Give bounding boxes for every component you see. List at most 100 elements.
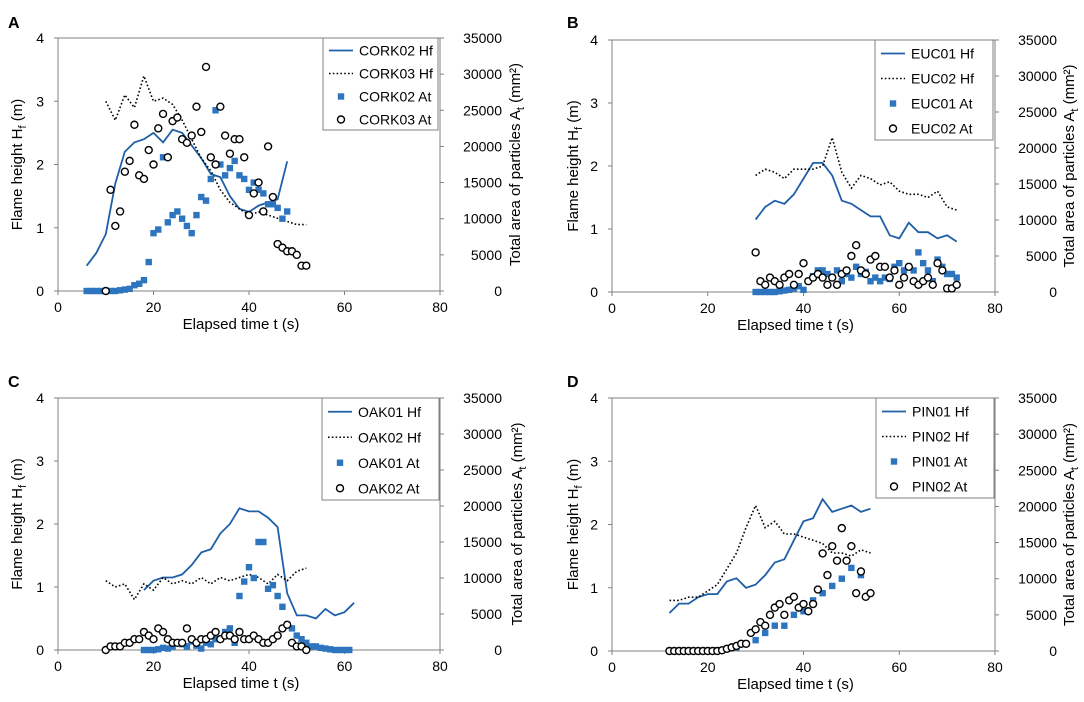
data-point-square bbox=[207, 641, 214, 648]
y-left-tick-label: 4 bbox=[36, 390, 44, 406]
data-point-circle bbox=[106, 185, 115, 195]
data-point-circle bbox=[244, 210, 254, 220]
data-point-square bbox=[140, 646, 148, 654]
legend-box bbox=[322, 37, 439, 131]
data-point-square bbox=[331, 646, 339, 654]
data-point-square bbox=[145, 646, 152, 654]
data-point-circle bbox=[192, 102, 201, 111]
data-point-circle bbox=[871, 251, 880, 261]
data-point-circle bbox=[125, 156, 134, 166]
legend-label: PIN01 At bbox=[912, 454, 967, 470]
y-right-tick-label: 5000 bbox=[471, 247, 502, 263]
legend-swatch-square bbox=[890, 458, 898, 465]
data-point-square bbox=[155, 646, 162, 653]
x-tick-label: 60 bbox=[891, 659, 907, 675]
data-point-circle bbox=[808, 599, 818, 609]
data-point-square bbox=[312, 643, 320, 650]
data-point-circle bbox=[818, 549, 827, 558]
y-left-tick-label: 2 bbox=[590, 158, 598, 174]
data-point-square bbox=[155, 226, 162, 233]
data-point-circle bbox=[292, 250, 301, 260]
series-euc02-hf bbox=[755, 134, 957, 211]
data-point-circle bbox=[283, 620, 292, 629]
legend-swatch-circle bbox=[335, 484, 345, 493]
series-euc01-at bbox=[752, 249, 960, 296]
data-point-square bbox=[264, 201, 272, 208]
legend-label: CORK03 Hf bbox=[359, 66, 433, 82]
data-point-circle bbox=[818, 273, 827, 282]
data-point-square bbox=[781, 622, 788, 629]
data-point-circle bbox=[799, 259, 808, 268]
series-cork03-hf bbox=[105, 73, 307, 226]
data-point-square bbox=[829, 582, 836, 590]
y-left-tick-label: 3 bbox=[36, 453, 44, 469]
data-point-square bbox=[97, 287, 105, 295]
data-point-square bbox=[198, 193, 205, 201]
x-axis-label: Elapsed time t (s) bbox=[183, 675, 300, 692]
data-point-circle bbox=[235, 134, 244, 144]
series-pin02-at bbox=[665, 523, 875, 656]
panel-c: C0 20 40 60 80012340500010000150002000025000… bbox=[8, 374, 529, 692]
legend-label: OAK02 At bbox=[358, 480, 420, 496]
data-point-square bbox=[896, 260, 903, 267]
y-left-tick-label: 1 bbox=[590, 580, 598, 596]
data-point-circle bbox=[268, 192, 278, 202]
data-point-square bbox=[838, 575, 845, 582]
y-right-tick-label: 5000 bbox=[1026, 248, 1057, 264]
legend-label: OAK01 At bbox=[358, 455, 420, 471]
data-point-circle bbox=[856, 567, 866, 576]
data-point-circle bbox=[216, 102, 225, 111]
series-pin01-hf bbox=[668, 497, 871, 614]
data-point-square bbox=[279, 603, 286, 610]
x-tick-label: 80 bbox=[432, 299, 448, 315]
data-point-square bbox=[800, 286, 807, 294]
data-point-square bbox=[264, 585, 272, 592]
data-point-circle bbox=[780, 610, 789, 620]
series-line bbox=[85, 128, 289, 267]
data-point-square bbox=[121, 286, 129, 293]
legend-label: EUC01 At bbox=[911, 96, 973, 112]
data-point-circle bbox=[923, 273, 933, 282]
y-left-axis-label: Flame height Hf (m) bbox=[565, 459, 585, 590]
series-oak02-hf bbox=[105, 567, 307, 602]
data-point-square bbox=[771, 622, 778, 629]
data-point-square bbox=[766, 288, 774, 296]
data-point-circle bbox=[952, 280, 961, 289]
data-point-circle bbox=[842, 266, 851, 275]
data-point-circle bbox=[115, 207, 125, 216]
y-right-tick-label: 20000 bbox=[1018, 498, 1057, 514]
legend-label: CORK02 At bbox=[359, 89, 431, 105]
y-right-tick-label: 15000 bbox=[463, 175, 502, 191]
x-tick-label: 40 bbox=[241, 658, 257, 674]
y-right-tick-label: 30000 bbox=[463, 426, 502, 442]
y-right-axis-label: Total area of particles At (mm²) bbox=[507, 63, 527, 266]
series-line bbox=[754, 161, 958, 243]
x-tick-label: 20 bbox=[700, 659, 716, 675]
series-line bbox=[668, 497, 871, 614]
series-euc02-at bbox=[751, 240, 961, 293]
series-line bbox=[669, 503, 871, 602]
data-point-circle bbox=[273, 631, 282, 640]
data-point-circle bbox=[235, 627, 244, 637]
data-point-square bbox=[910, 267, 917, 274]
y-left-tick-label: 0 bbox=[36, 642, 44, 658]
data-point-square bbox=[202, 197, 210, 204]
y-right-tick-label: 35000 bbox=[1018, 32, 1057, 48]
data-point-square bbox=[83, 287, 90, 295]
y-right-tick-label: 0 bbox=[1049, 284, 1057, 300]
legend-box bbox=[875, 397, 995, 499]
data-point-circle bbox=[823, 570, 832, 580]
legend-swatch-circle bbox=[336, 115, 346, 124]
data-point-square bbox=[226, 625, 234, 632]
data-point-square bbox=[250, 574, 257, 582]
y-left-tick-label: 0 bbox=[590, 643, 598, 659]
data-point-circle bbox=[302, 645, 311, 655]
y-right-tick-label: 30000 bbox=[1018, 68, 1057, 84]
data-point-square bbox=[274, 592, 281, 600]
data-point-circle bbox=[177, 638, 187, 647]
data-point-square bbox=[93, 287, 100, 295]
data-point-square bbox=[221, 172, 229, 179]
data-point-circle bbox=[885, 273, 894, 282]
data-point-square bbox=[145, 258, 152, 266]
